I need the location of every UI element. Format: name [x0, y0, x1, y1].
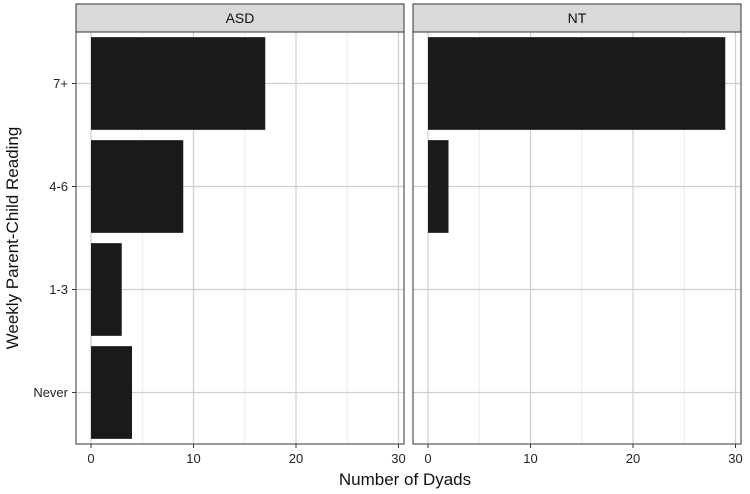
x-tick-label: 10 — [523, 451, 537, 466]
y-axis-title: Weekly Parent-Child Reading — [3, 127, 22, 350]
bar-asd-7plus — [91, 37, 266, 130]
facet-strip — [75, 3, 405, 33]
x-tick-label: 30 — [728, 451, 742, 466]
y-tick-label: 4-6 — [49, 179, 68, 194]
x-tick-label: 10 — [186, 451, 200, 466]
x-tick-label: 0 — [87, 451, 94, 466]
facet-label: NT — [568, 10, 587, 26]
x-tick-label: 0 — [424, 451, 431, 466]
bar-asd-4-6 — [91, 140, 184, 233]
bar-nt-7plus — [428, 37, 726, 130]
facet-label: ASD — [226, 10, 255, 26]
y-tick-label: 1-3 — [49, 282, 68, 297]
facet-panel: NT 0 10 20 30 — [412, 3, 743, 466]
x-tick-label: 30 — [391, 451, 405, 466]
facet-strip — [412, 3, 742, 33]
x-axis-title: Number of Dyads — [339, 470, 471, 489]
x-tick-label: 20 — [289, 451, 303, 466]
y-axis: Never 1-3 4-6 7+ — [33, 76, 76, 400]
facet-panels: ASD 0 10 20 30 NT 0 10 20 30 — [75, 3, 743, 466]
bar-asd-never — [91, 346, 132, 439]
panel-border — [75, 31, 405, 445]
facet-panel: ASD 0 10 20 30 — [75, 3, 406, 466]
bar-nt-4-6 — [428, 140, 449, 233]
panel-border — [412, 31, 742, 445]
x-tick-label: 20 — [626, 451, 640, 466]
y-tick-label: Never — [33, 385, 68, 400]
y-tick-label: 7+ — [53, 76, 68, 91]
bar-asd-1-3 — [91, 243, 122, 336]
